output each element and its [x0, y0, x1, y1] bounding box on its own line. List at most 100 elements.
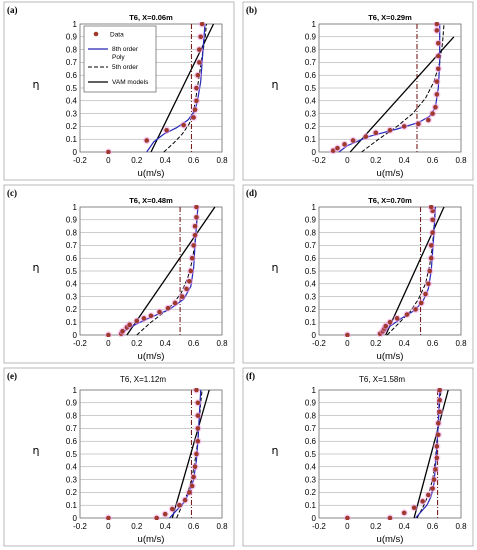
data-point — [162, 511, 168, 517]
x-tick-label: 0.6 — [188, 522, 200, 531]
data-point — [373, 130, 379, 136]
data-point — [437, 409, 443, 415]
x-tick-label: 0.4 — [399, 522, 411, 531]
data-point — [196, 60, 202, 65]
plot-content — [104, 205, 216, 337]
data-point — [177, 502, 182, 508]
x-tick-label: 0.4 — [160, 339, 172, 348]
x-axis-label: u(m/s) — [377, 534, 404, 545]
y-axis-label: η — [33, 78, 40, 91]
chart-panel-b: 00.10.20.30.40.50.60.70.80.91-0.2 0 0.2 0.4… — [242, 1, 474, 181]
data-point — [182, 497, 188, 503]
y-tick-label: 0.7 — [66, 424, 78, 433]
y-tick-label: 0.7 — [305, 241, 317, 250]
y-tick-label: 0.9 — [305, 33, 317, 42]
y-tick-label: 0.3 — [305, 475, 317, 484]
data-point — [106, 149, 111, 154]
data-point — [157, 309, 162, 315]
data-point — [195, 426, 201, 431]
data-point — [416, 121, 421, 127]
panel-title: T6, X=0.29m — [368, 13, 412, 22]
data-point — [345, 332, 350, 337]
y-tick-label: 0.1 — [66, 318, 78, 327]
y-tick-label: 0.5 — [305, 84, 317, 93]
panel-title: T6, X=0.06m — [129, 13, 173, 22]
data-point — [120, 328, 125, 334]
y-tick-label: 0.9 — [66, 216, 78, 225]
x-tick-label: 0.6 — [188, 339, 200, 348]
data-point — [188, 268, 194, 274]
y-tick-label: 0.4 — [305, 97, 317, 106]
plot-content — [343, 205, 445, 337]
data-point — [426, 492, 431, 498]
chart-panel-d: 00.10.20.30.40.50.60.70.80.91-0.2 0 0.2 0.4… — [242, 184, 474, 364]
y-tick-label: 0.8 — [305, 45, 317, 54]
data-point — [192, 107, 198, 113]
x-tick-label: 0.6 — [427, 339, 439, 348]
legend-data-label: Data — [110, 32, 124, 39]
y-tick-label: 0.8 — [305, 411, 317, 420]
chart-panel-e: 00.10.20.30.40.50.60.70.80.91-0.2 0 0.2 0.4… — [3, 367, 235, 547]
data-point — [194, 85, 199, 91]
y-tick-label: 0.4 — [66, 97, 78, 106]
y-axis-label: η — [272, 261, 279, 274]
y-tick-label: 0.5 — [305, 450, 317, 459]
data-point — [430, 111, 435, 116]
x-axis-label: u(m/s) — [138, 168, 165, 179]
x-tick-label: 0.2 — [370, 339, 382, 348]
panel-letter: (f) — [246, 371, 255, 381]
data-point — [198, 34, 203, 40]
y-tick-label: 0.9 — [305, 399, 317, 408]
data-point — [387, 515, 393, 520]
y-tick-label: 0 — [73, 514, 78, 523]
y-tick-label: 1 — [73, 203, 78, 212]
poly8-line — [338, 24, 441, 153]
data-point — [194, 451, 199, 457]
data-point — [426, 117, 431, 123]
x-tick-label: 0.8 — [216, 339, 228, 348]
data-point — [195, 72, 201, 78]
panel-title: T6, X=0.48m — [129, 196, 173, 205]
y-tick-label: 0 — [312, 514, 317, 523]
data-point — [428, 255, 434, 261]
plot-content — [329, 22, 455, 154]
y-tick-label: 0.6 — [66, 437, 78, 446]
x-tick-label: 0.8 — [216, 156, 228, 165]
data-point — [411, 505, 417, 511]
x-tick-label: 0.4 — [160, 522, 172, 531]
data-point — [427, 268, 433, 274]
data-point — [194, 388, 199, 393]
data-point — [141, 316, 147, 321]
data-point — [430, 217, 435, 223]
data-point — [435, 66, 441, 72]
data-point — [189, 255, 195, 261]
data-point — [437, 388, 442, 393]
x-axis-label: u(m/s) — [138, 351, 165, 362]
y-tick-label: 0.3 — [305, 292, 317, 301]
data-point — [383, 323, 389, 329]
legend-vam-label: VAM models — [112, 79, 149, 86]
y-tick-label: 0.6 — [305, 254, 317, 263]
plot-content — [104, 22, 215, 154]
y-tick-label: 0.5 — [305, 267, 317, 276]
y-tick-label: 0.6 — [305, 71, 317, 80]
x-tick-label: 0 — [106, 339, 111, 348]
x-axis-label: u(m/s) — [377, 351, 404, 362]
y-tick-label: 0.2 — [66, 305, 78, 314]
y-tick-label: 0.2 — [305, 488, 317, 497]
x-tick-label: 0.6 — [427, 156, 439, 165]
x-tick-label: 0.6 — [427, 522, 439, 531]
data-point — [434, 455, 440, 461]
data-point — [420, 499, 425, 504]
x-tick-label: 0.6 — [188, 156, 200, 165]
x-tick-label: 0.4 — [160, 156, 172, 165]
data-point — [394, 316, 400, 321]
y-tick-label: 1 — [73, 386, 78, 395]
data-point — [401, 124, 407, 129]
panel-border — [3, 184, 235, 364]
y-tick-label: 0.9 — [305, 216, 317, 225]
y-tick-label: 0.8 — [305, 228, 317, 237]
legend-poly8-label: 8th order — [112, 46, 139, 53]
legend-poly8-label-2: Poly — [112, 54, 125, 61]
y-tick-label: 0.3 — [66, 109, 78, 118]
